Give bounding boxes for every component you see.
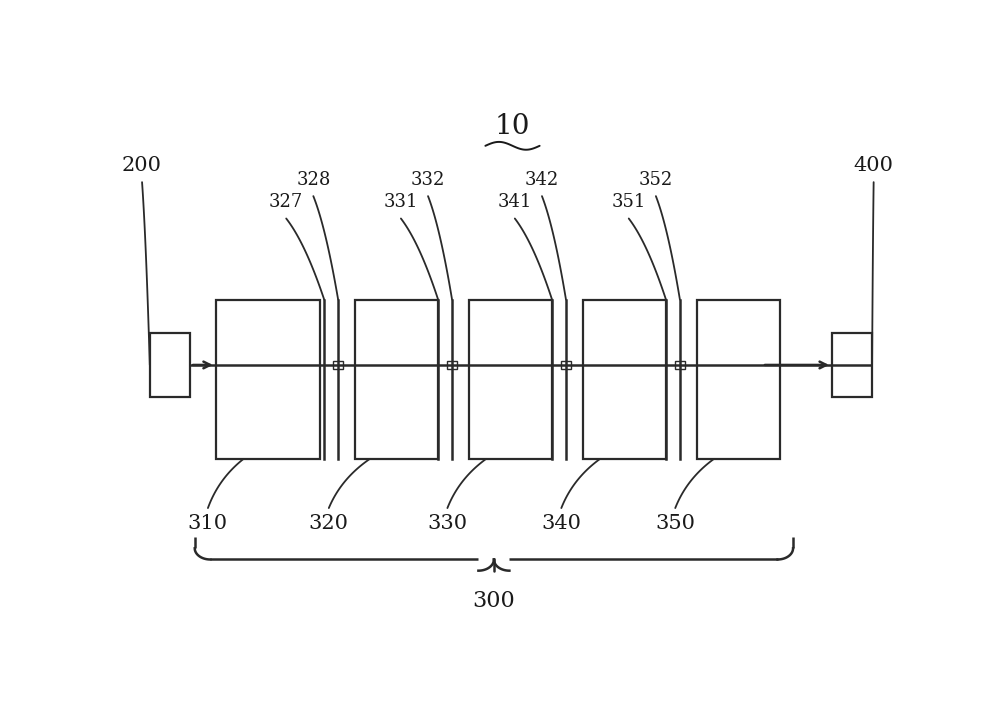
Bar <box>697 300 780 459</box>
Text: 320: 320 <box>309 514 349 533</box>
Text: 350: 350 <box>655 514 695 533</box>
Text: 341: 341 <box>498 193 532 211</box>
Text: 340: 340 <box>541 514 581 533</box>
Text: 327: 327 <box>269 193 303 211</box>
Text: 400: 400 <box>854 156 894 175</box>
Text: 352: 352 <box>639 171 673 189</box>
Text: 310: 310 <box>188 514 228 533</box>
Text: 330: 330 <box>427 514 467 533</box>
Bar <box>675 362 685 369</box>
Bar <box>216 300 320 459</box>
Bar <box>469 300 552 459</box>
Text: 332: 332 <box>411 171 445 189</box>
Bar <box>355 300 438 459</box>
Bar <box>832 333 872 397</box>
Bar <box>561 362 571 369</box>
Text: 331: 331 <box>384 193 418 211</box>
Bar <box>583 300 666 459</box>
Text: 300: 300 <box>473 590 515 612</box>
Bar <box>447 362 457 369</box>
Text: 200: 200 <box>122 156 162 175</box>
Text: 10: 10 <box>495 113 530 139</box>
Text: 328: 328 <box>296 171 331 189</box>
Bar <box>150 333 190 397</box>
Bar <box>333 362 343 369</box>
Text: 342: 342 <box>525 171 559 189</box>
Text: 351: 351 <box>612 193 646 211</box>
